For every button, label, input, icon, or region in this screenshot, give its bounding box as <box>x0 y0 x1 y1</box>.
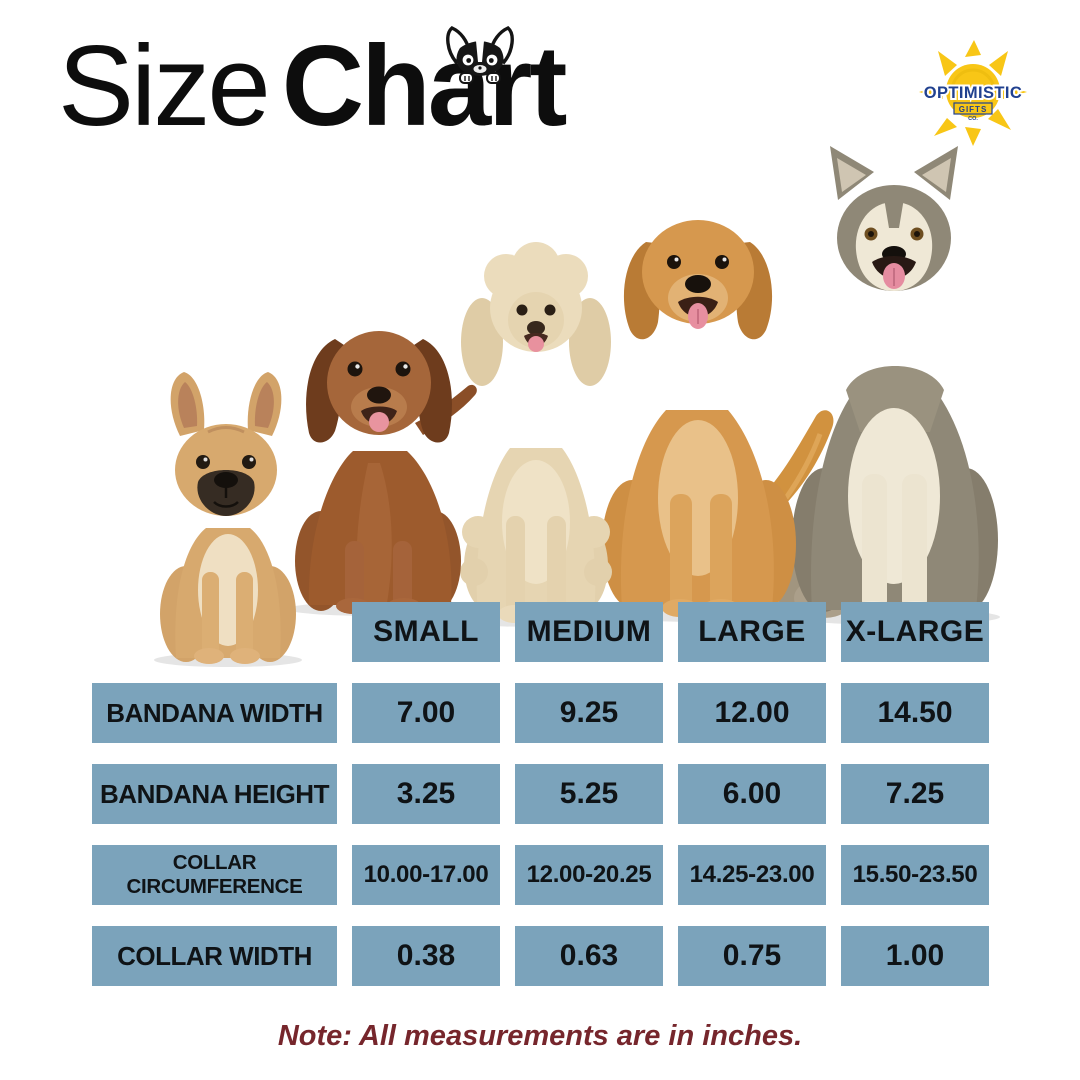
dog-french-bulldog <box>146 366 306 673</box>
page-title: Size Chart <box>58 30 567 144</box>
page-title-bold: Chart <box>281 23 568 150</box>
row-label-collar-width: COLLAR WIDTH <box>92 926 337 986</box>
brand-name-text: OPTIMISTIC <box>924 84 1022 102</box>
cell-collar-width-medium: 0.63 <box>515 926 663 986</box>
cell-bandana-width-small: 7.00 <box>352 683 500 743</box>
column-header-large: LARGE <box>678 602 826 662</box>
cell-bandana-height-x-large: 7.25 <box>841 764 989 824</box>
cell-collar-width-small: 0.38 <box>352 926 500 986</box>
column-header-medium: MEDIUM <box>515 602 663 662</box>
row-label-bandana-height: BANDANA HEIGHT <box>92 764 337 824</box>
cell-collar-circumference-small: 10.00-17.00 <box>352 845 500 905</box>
table-header-spacer <box>92 602 337 662</box>
cell-collar-circumference-x-large: 15.50-23.50 <box>841 845 989 905</box>
cell-bandana-height-small: 3.25 <box>352 764 500 824</box>
page-title-regular: Size <box>58 23 271 150</box>
row-label-bandana-width: BANDANA WIDTH <box>92 683 337 743</box>
size-table: SMALL MEDIUM LARGE X-LARGE BANDANA WIDTH… <box>92 602 989 986</box>
sun-icon: OPTIMISTIC GIFTS CO. <box>919 40 1027 146</box>
brand-logo: OPTIMISTIC GIFTS CO. <box>912 40 1034 153</box>
column-header-small: SMALL <box>352 602 500 662</box>
cell-collar-width-large: 0.75 <box>678 926 826 986</box>
cell-collar-circumference-medium: 12.00-20.25 <box>515 845 663 905</box>
column-header-x-large: X-LARGE <box>841 602 989 662</box>
brand-sub2-text: CO. <box>968 116 978 122</box>
cell-bandana-height-medium: 5.25 <box>515 764 663 824</box>
dog-golden-retriever <box>590 198 842 627</box>
cell-bandana-height-large: 6.00 <box>678 764 826 824</box>
brand-sub-text: GIFTS <box>959 105 988 114</box>
dog-poodle <box>448 236 624 633</box>
dog-dachshund <box>283 303 483 622</box>
row-label-collar-circumference: COLLAR CIRCUMFERENCE <box>92 845 337 905</box>
cell-bandana-width-x-large: 14.50 <box>841 683 989 743</box>
french-bulldog-peeking-icon <box>440 24 520 91</box>
measurements-note: Note: All measurements are in inches. <box>277 1020 803 1052</box>
cell-collar-circumference-large: 14.25-23.00 <box>678 845 826 905</box>
cell-bandana-width-large: 12.00 <box>678 683 826 743</box>
cell-bandana-width-medium: 9.25 <box>515 683 663 743</box>
cell-collar-width-x-large: 1.00 <box>841 926 989 986</box>
